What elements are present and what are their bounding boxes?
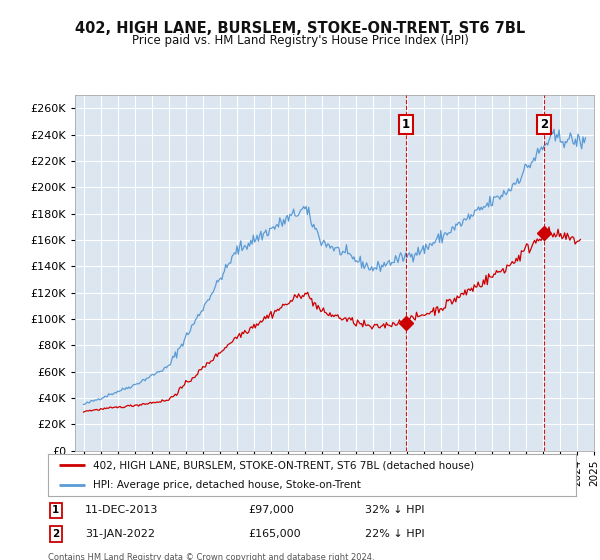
Text: 1: 1	[52, 505, 59, 515]
Text: 402, HIGH LANE, BURSLEM, STOKE-ON-TRENT, ST6 7BL: 402, HIGH LANE, BURSLEM, STOKE-ON-TRENT,…	[75, 21, 525, 36]
Text: 402, HIGH LANE, BURSLEM, STOKE-ON-TRENT, ST6 7BL (detached house): 402, HIGH LANE, BURSLEM, STOKE-ON-TRENT,…	[93, 460, 474, 470]
Text: 1: 1	[402, 118, 410, 130]
Text: HPI: Average price, detached house, Stoke-on-Trent: HPI: Average price, detached house, Stok…	[93, 480, 361, 490]
Text: £165,000: £165,000	[248, 529, 301, 539]
Text: Contains HM Land Registry data © Crown copyright and database right 2024.
This d: Contains HM Land Registry data © Crown c…	[48, 553, 374, 560]
Text: 2: 2	[52, 529, 59, 539]
Text: 2: 2	[540, 118, 548, 130]
Text: Price paid vs. HM Land Registry's House Price Index (HPI): Price paid vs. HM Land Registry's House …	[131, 34, 469, 46]
Text: 32% ↓ HPI: 32% ↓ HPI	[365, 505, 424, 515]
Text: 11-DEC-2013: 11-DEC-2013	[85, 505, 158, 515]
Text: 31-JAN-2022: 31-JAN-2022	[85, 529, 155, 539]
Text: 22% ↓ HPI: 22% ↓ HPI	[365, 529, 424, 539]
Text: £97,000: £97,000	[248, 505, 295, 515]
